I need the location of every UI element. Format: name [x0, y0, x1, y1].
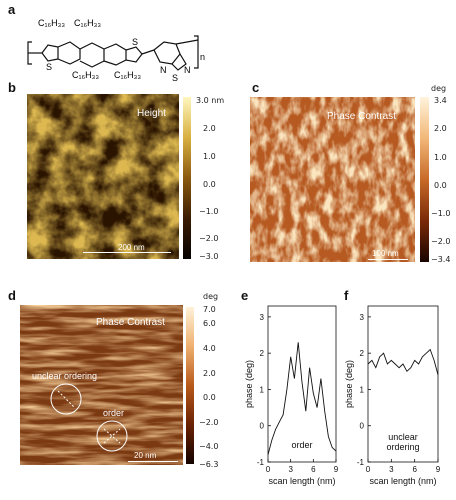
- colorbar-max-label: 3.0 nm: [196, 96, 225, 105]
- panel-label-e: e: [241, 288, 249, 303]
- nitrogen-atom-2: N: [184, 65, 191, 75]
- colorbar-tick: −4.0: [199, 442, 219, 451]
- panel-label-f: f: [344, 288, 349, 303]
- colorbar-tick: 6.0: [203, 319, 216, 328]
- plot-frame: [267, 305, 337, 463]
- afm-phase-image: [250, 97, 415, 262]
- x-tick-label: 6: [412, 465, 417, 474]
- plot-f-unclear: phase (deg) scan length (nm) unclear ord…: [344, 305, 441, 486]
- y-tick-label: 0: [260, 422, 265, 431]
- colorbar-height: [183, 97, 191, 259]
- y-tick-label: 3: [260, 313, 265, 322]
- phase-title: Phase Contrast: [96, 317, 165, 328]
- colorbar-tick: 7.0: [203, 305, 216, 314]
- scale-bar: [83, 252, 171, 253]
- y-tick-label: 3: [360, 313, 365, 322]
- y-tick-label: -1: [257, 458, 265, 467]
- phase-title: Phase Contrast: [327, 111, 396, 122]
- y-tick-label: 0: [360, 422, 365, 431]
- plot-annotation: ordering: [386, 442, 419, 452]
- y-tick-label: 2: [360, 349, 365, 358]
- y-tick-label: 1: [360, 385, 365, 394]
- x-tick-label: 0: [366, 465, 371, 474]
- x-tick-label: 3: [389, 465, 394, 474]
- sulfur-atom-1: S: [46, 62, 52, 72]
- colorbar-tick: −2.0: [199, 418, 219, 427]
- y-axis-label: phase (deg): [344, 360, 354, 408]
- y-tick-label: -1: [357, 458, 365, 467]
- colorbar-tick: 1.0: [203, 152, 216, 161]
- colorbar-tick: −2.0: [431, 237, 451, 246]
- colorbar-unit: deg: [203, 292, 219, 301]
- colorbar-phase: [420, 97, 429, 262]
- alkyl-chain-3: C₁₆H₃₃: [72, 70, 99, 80]
- alkyl-chain-2: C₁₆H₃₃: [74, 18, 101, 28]
- x-tick-label: 9: [436, 465, 441, 474]
- repeat-unit-n: n: [200, 52, 205, 62]
- plot-e-order: phase (deg) scan length (nm) order 0 3 6 9 3…: [244, 305, 339, 486]
- colorbar-unit: deg: [431, 84, 447, 93]
- colorbar-tick: 4.0: [203, 344, 216, 353]
- colorbar-tick: −6.3: [199, 460, 219, 469]
- colorbar-tick: 1.0: [434, 153, 447, 162]
- sulfur-atom-2: S: [132, 37, 138, 47]
- colorbar-phase-hires: [186, 307, 194, 464]
- alkyl-chain-4: C₁₆H₃₃: [114, 70, 141, 80]
- y-tick-label: 2: [260, 349, 265, 358]
- x-axis-label: scan length (nm): [369, 476, 436, 486]
- panel-label-c: c: [252, 80, 260, 95]
- x-tick-label: 3: [288, 465, 293, 474]
- afm-phase-hires-image: [20, 305, 183, 465]
- colorbar-tick: −3.4: [431, 255, 451, 264]
- chemical-structure: C₁₆H₃₃ C₁₆H₃₃ C₁₆H₃₃ C₁₆H₃₃ S S N N S n: [27, 18, 205, 83]
- y-axis-label: phase (deg): [244, 360, 254, 408]
- scale-bar: [128, 461, 178, 462]
- plot-frame: [367, 305, 439, 463]
- plot-annotation: order: [291, 440, 312, 450]
- series-line: [267, 342, 337, 455]
- scale-bar: [368, 259, 408, 260]
- scale-bar-label: 100 nm: [372, 249, 399, 258]
- x-tick-label: 9: [334, 465, 339, 474]
- colorbar-tick: −2.0: [199, 234, 219, 243]
- height-title: Height: [137, 108, 166, 119]
- colorbar-tick: 2.0: [203, 124, 216, 133]
- annotation-order: order: [103, 408, 125, 418]
- colorbar-tick: −3.0: [199, 252, 219, 261]
- afm-height-image: [27, 94, 179, 259]
- nitrogen-atom-1: N: [160, 65, 167, 75]
- x-tick-label: 6: [311, 465, 316, 474]
- panel-label-a: a: [8, 2, 16, 17]
- colorbar-tick: −1.0: [199, 207, 219, 216]
- sulfur-atom-3: S: [172, 73, 178, 83]
- series-line: [367, 348, 439, 376]
- scale-bar-label: 200 nm: [118, 243, 145, 252]
- plot-annotation: unclear: [388, 432, 418, 442]
- colorbar-tick: 0.0: [434, 181, 447, 190]
- alkyl-chain-1: C₁₆H₃₃: [38, 18, 65, 28]
- panel-label-b: b: [8, 80, 16, 95]
- colorbar-tick: −1.0: [431, 209, 451, 218]
- colorbar-tick: 2.0: [203, 369, 216, 378]
- scale-bar-label: 20 nm: [134, 451, 157, 460]
- colorbar-tick: 3.4: [434, 96, 447, 105]
- y-tick-label: 1: [260, 385, 265, 394]
- colorbar-tick: 0.0: [203, 393, 216, 402]
- colorbar-tick: 0.0: [203, 180, 216, 189]
- x-axis-label: scan length (nm): [268, 476, 335, 486]
- panel-label-d: d: [8, 288, 16, 303]
- x-tick-label: 0: [266, 465, 271, 474]
- annotation-unclear-ordering: unclear ordering: [32, 371, 98, 381]
- colorbar-tick: 2.0: [434, 124, 447, 133]
